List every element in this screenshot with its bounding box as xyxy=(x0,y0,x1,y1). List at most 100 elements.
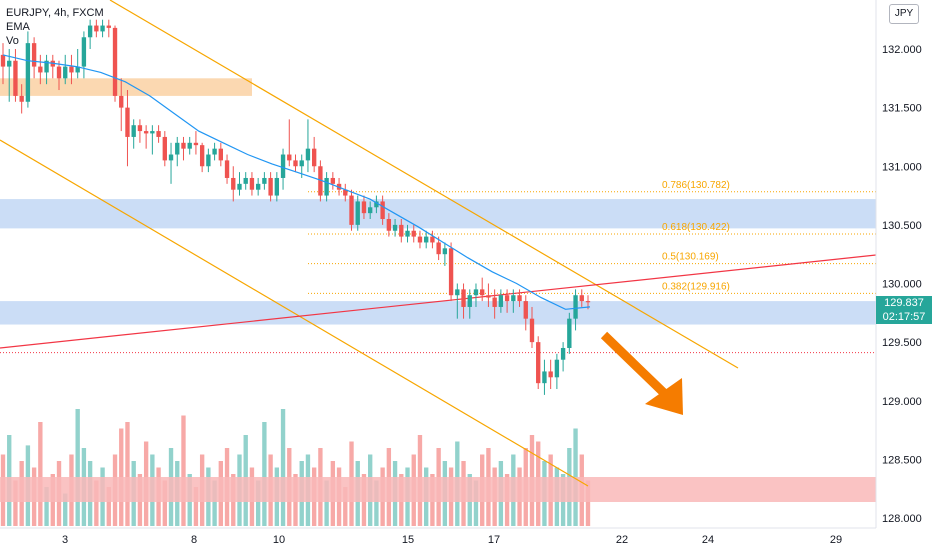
candle-body xyxy=(486,295,491,298)
candle-body xyxy=(193,142,199,146)
price-tick-label: 128.000 xyxy=(882,513,922,525)
candle-body xyxy=(168,154,174,161)
time-axis-bg[interactable] xyxy=(0,528,932,550)
candle-body xyxy=(131,125,136,137)
candle-body xyxy=(231,177,236,190)
currency-button[interactable]: JPY xyxy=(889,4,919,24)
candle-body xyxy=(56,66,62,79)
volume-bar xyxy=(343,487,348,526)
candle-body xyxy=(212,148,217,155)
time-tick-label: 22 xyxy=(616,534,628,546)
candle-body xyxy=(262,177,267,184)
candle-body xyxy=(473,289,479,296)
candle-body xyxy=(143,131,149,134)
candle-body xyxy=(19,95,24,102)
volume-bar xyxy=(125,422,130,526)
time-tick-label: 10 xyxy=(273,534,285,546)
channel-lower-line xyxy=(0,139,589,487)
candle-body xyxy=(255,183,261,190)
blue-support-zone xyxy=(0,301,876,325)
fib-label: 0.5(130.169) xyxy=(662,252,719,263)
candle-body xyxy=(579,295,584,302)
volume-layer xyxy=(0,409,591,526)
volume-red-zone xyxy=(0,477,876,502)
candle-body xyxy=(293,160,298,167)
candle-body xyxy=(399,224,404,237)
volume-bar xyxy=(106,487,111,526)
legend-symbol[interactable]: EURJPY, 4h, FXCM xyxy=(6,7,104,19)
candle-body xyxy=(175,142,180,155)
candle-body xyxy=(249,177,255,190)
candle-body xyxy=(536,342,541,384)
candle-body xyxy=(436,242,441,255)
volume-bar xyxy=(94,480,99,526)
volume-bar xyxy=(212,480,217,526)
candle-body xyxy=(287,154,292,161)
candle-body xyxy=(181,142,186,149)
orange-supply-zone xyxy=(0,78,252,96)
channel-upper-line xyxy=(109,0,739,369)
current-price-tag: 129.837 02:17:57 xyxy=(876,296,932,324)
bar-countdown: 02:17:57 xyxy=(882,311,926,323)
candle-body xyxy=(224,160,230,178)
candle-body xyxy=(299,160,304,167)
volume-bar xyxy=(473,480,479,526)
candle-body xyxy=(112,27,118,96)
arrow-shaft xyxy=(600,331,668,397)
candle-body xyxy=(243,177,248,184)
candle-body xyxy=(467,295,472,307)
time-tick-label: 24 xyxy=(702,534,714,546)
candle-body xyxy=(137,125,143,132)
price-tick-label: 130.000 xyxy=(882,279,922,291)
candle-body xyxy=(38,66,43,73)
candle-body xyxy=(392,224,398,231)
candle-body xyxy=(311,148,317,167)
volume-bar xyxy=(262,422,267,526)
time-tick-label: 3 xyxy=(62,534,68,546)
zones-layer xyxy=(0,78,876,325)
volume-bar xyxy=(13,480,18,526)
candle-body xyxy=(162,136,167,161)
price-tick-label: 131.500 xyxy=(882,103,922,115)
volume-bar xyxy=(280,409,286,526)
candle-body xyxy=(100,25,105,32)
volume-bar xyxy=(193,487,199,526)
candle-body xyxy=(529,318,535,343)
candle-body xyxy=(405,230,410,237)
fib-label: 0.382(129.916) xyxy=(662,281,730,292)
candle-body xyxy=(44,60,49,73)
candle-body xyxy=(504,295,510,302)
candle-body xyxy=(560,347,566,360)
time-tick-label: 15 xyxy=(402,534,414,546)
candle-body xyxy=(31,43,37,67)
legend-ema[interactable]: EMA xyxy=(6,21,30,33)
legend-volume[interactable]: Vo xyxy=(6,35,19,47)
volume-bar xyxy=(181,415,186,526)
candle-body xyxy=(25,43,31,102)
candle-body xyxy=(417,236,423,243)
candle-body xyxy=(455,289,460,296)
price-tick-label: 129.500 xyxy=(882,337,922,349)
volume-bar xyxy=(63,493,68,526)
candle-body xyxy=(274,177,280,196)
candle-body xyxy=(448,248,454,296)
candle-body xyxy=(69,66,74,73)
time-tick-label: 17 xyxy=(488,534,500,546)
candles-layer xyxy=(0,19,591,395)
candle-body xyxy=(81,37,87,67)
price-axis-bg[interactable] xyxy=(876,0,932,550)
price-tick-label: 132.000 xyxy=(882,44,922,56)
candle-body xyxy=(119,95,124,108)
candle-body xyxy=(280,154,286,178)
candle-body xyxy=(361,201,367,214)
candle-body xyxy=(517,295,522,302)
candle-body xyxy=(368,207,373,214)
candle-body xyxy=(106,25,111,28)
volume-bar xyxy=(324,480,329,526)
candle-body xyxy=(355,201,360,225)
volume-bar xyxy=(44,487,49,526)
candle-body xyxy=(386,219,392,231)
arrow-head xyxy=(645,378,683,415)
volume-bar xyxy=(162,480,167,526)
